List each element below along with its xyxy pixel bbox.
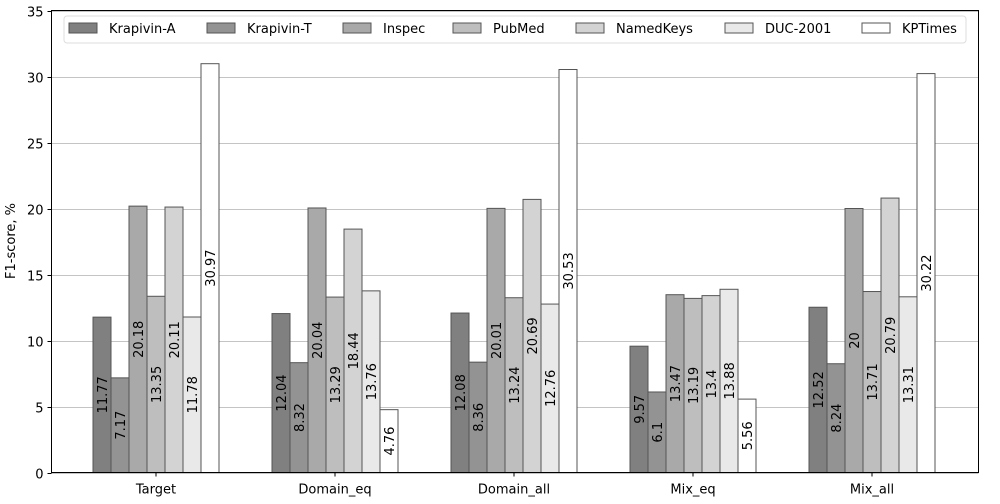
data-label: 13.4 bbox=[705, 370, 720, 399]
y-tick-label: 15 bbox=[27, 270, 44, 285]
y-axis-label: F1-score, % bbox=[4, 203, 19, 279]
data-label: 20.11 bbox=[168, 321, 183, 358]
data-label: 13.31 bbox=[902, 366, 917, 403]
legend-label: Krapivin-T bbox=[247, 22, 312, 37]
data-label: 4.76 bbox=[383, 427, 398, 456]
legend-label: Inspec bbox=[383, 22, 425, 37]
data-label: 20 bbox=[848, 332, 863, 349]
data-label: 12.08 bbox=[454, 374, 469, 411]
data-label: 7.17 bbox=[114, 411, 129, 440]
data-label: 6.1 bbox=[651, 422, 666, 443]
data-label: 30.97 bbox=[204, 249, 219, 286]
data-label: 13.29 bbox=[329, 366, 344, 403]
legend-label: NamedKeys bbox=[616, 22, 693, 37]
x-tick-label: Mix_all bbox=[850, 483, 894, 498]
data-label: 18.44 bbox=[347, 332, 362, 369]
legend-swatch bbox=[724, 22, 754, 34]
legend-swatch bbox=[452, 22, 482, 34]
data-label: 13.88 bbox=[723, 362, 738, 399]
data-label: 13.35 bbox=[150, 366, 165, 403]
legend-label: KPTimes bbox=[902, 22, 957, 37]
data-label: 9.57 bbox=[633, 395, 648, 424]
data-label: 12.52 bbox=[812, 371, 827, 408]
data-label: 11.78 bbox=[186, 376, 201, 413]
legend-swatch bbox=[575, 22, 605, 34]
legend-swatch bbox=[206, 22, 236, 34]
data-label: 20.01 bbox=[490, 322, 505, 359]
y-tick-label: 35 bbox=[27, 6, 44, 21]
data-label: 12.04 bbox=[275, 374, 290, 411]
data-labels: 11.777.1720.1813.3520.1111.7830.9712.048… bbox=[96, 249, 935, 455]
data-label: 12.76 bbox=[544, 370, 559, 407]
x-tick-label: Mix_eq bbox=[670, 483, 715, 498]
bars bbox=[92, 63, 936, 474]
x-axis: Target Domain_eq Domain_all Mix_eq Mix_all bbox=[135, 472, 894, 498]
y-tick-label: 20 bbox=[27, 204, 44, 219]
data-label: 13.19 bbox=[687, 367, 702, 404]
data-label: 13.76 bbox=[365, 363, 380, 400]
data-label: 5.56 bbox=[741, 421, 756, 450]
y-tick-label: 0 bbox=[35, 468, 43, 483]
y-tick-label: 10 bbox=[27, 336, 44, 351]
data-label: 11.77 bbox=[96, 376, 111, 413]
legend: Krapivin-A Krapivin-T Inspec PubMed NamedKey… bbox=[63, 15, 967, 44]
x-tick-label: Domain_all bbox=[478, 483, 550, 498]
data-label: 13.47 bbox=[669, 365, 684, 402]
legend-swatch bbox=[68, 22, 98, 34]
legend-swatch bbox=[342, 22, 372, 34]
legend-label: DUC-2001 bbox=[765, 22, 831, 37]
data-label: 30.53 bbox=[562, 252, 577, 289]
legend-label: Krapivin-A bbox=[109, 22, 176, 37]
y-tick-label: 30 bbox=[27, 72, 44, 87]
x-tick-label: Target bbox=[135, 483, 176, 498]
data-label: 20.79 bbox=[884, 317, 899, 354]
data-label: 13.71 bbox=[866, 363, 881, 400]
data-label: 8.36 bbox=[472, 403, 487, 432]
data-label: 20.04 bbox=[311, 322, 326, 359]
plot-frame bbox=[51, 10, 979, 473]
y-axis: 0 5 10 15 20 25 30 35 bbox=[27, 6, 52, 483]
y-tick-label: 5 bbox=[35, 402, 43, 417]
data-label: 20.69 bbox=[526, 317, 541, 354]
data-label: 8.24 bbox=[830, 404, 845, 433]
x-tick-label: Domain_eq bbox=[298, 483, 371, 498]
legend-swatch bbox=[861, 22, 891, 34]
data-label: 20.18 bbox=[132, 321, 147, 358]
y-tick-label: 25 bbox=[27, 138, 44, 153]
data-label: 13.24 bbox=[508, 367, 523, 404]
data-label: 8.32 bbox=[293, 403, 308, 432]
data-label: 30.22 bbox=[920, 254, 935, 291]
legend-label: PubMed bbox=[493, 22, 545, 37]
